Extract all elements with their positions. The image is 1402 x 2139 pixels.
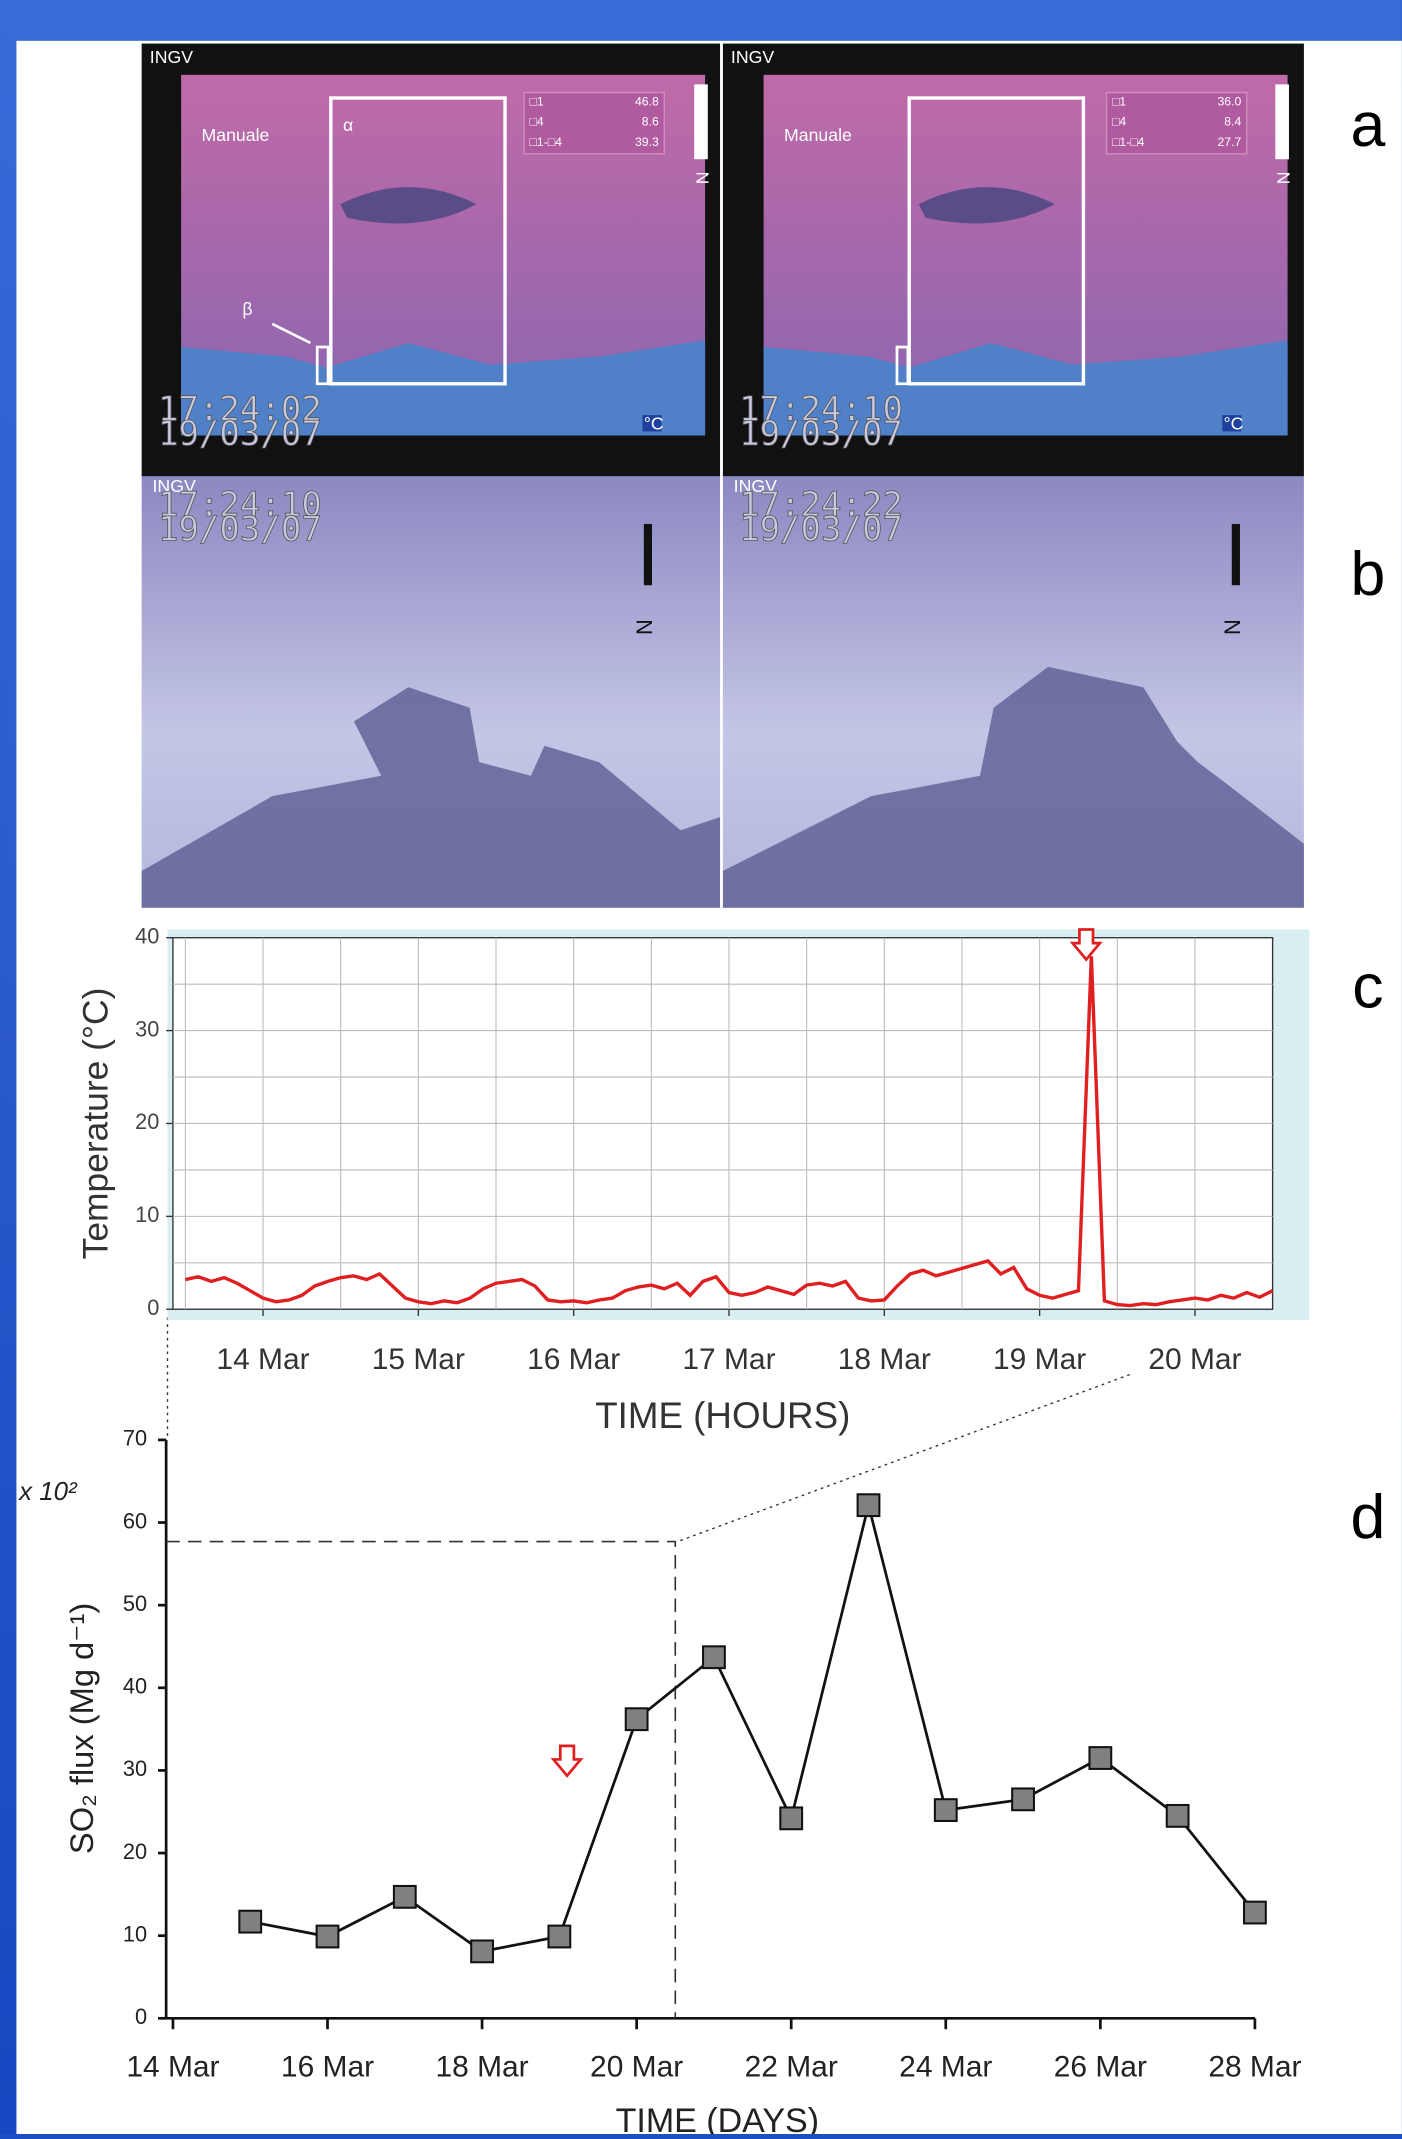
marker	[933, 1798, 958, 1822]
marker	[856, 1493, 881, 1518]
y-tick-label: 30	[135, 1016, 159, 1041]
y-tick-label: 0	[147, 1295, 159, 1320]
north: N	[1273, 171, 1293, 184]
visible-photo: INGV N 17:24:10 19/03/07	[141, 476, 722, 908]
mode: Manuale	[784, 125, 852, 145]
marker	[392, 1884, 417, 1909]
x-tick-label: 20 Mar	[590, 2051, 683, 2084]
panel-label: b	[1350, 539, 1385, 609]
y-tick-label: 0	[135, 2004, 147, 2029]
marker	[1088, 1746, 1113, 1770]
readout-value: 8.4	[1224, 115, 1241, 129]
y-tick-label: 10	[135, 1202, 159, 1227]
unit: °C	[644, 413, 664, 433]
mode: Manuale	[202, 125, 270, 145]
readout-value: 46.8	[635, 94, 659, 108]
unit: °C	[1224, 413, 1244, 433]
x-axis-label: TIME (DAYS)	[616, 2102, 819, 2134]
readout-value: 27.7	[1217, 135, 1241, 149]
x-tick-label: 16 Mar	[527, 1343, 620, 1376]
roi-label: β	[242, 299, 252, 319]
north: N	[1220, 619, 1245, 635]
x-tick-label: 20 Mar	[1148, 1343, 1241, 1376]
y-tick-label: 20	[135, 1109, 159, 1134]
readout-label: □4	[1112, 115, 1126, 129]
readout-label: □1	[530, 94, 544, 108]
time: 17:24:10	[158, 485, 322, 525]
y-multiplier: x 10²	[17, 1478, 78, 1506]
time: 17:24:22	[739, 485, 903, 525]
arrow	[550, 1744, 584, 1778]
date: 19/03/07	[158, 509, 322, 549]
temperature-line	[185, 956, 1274, 1308]
marker	[779, 1806, 804, 1831]
marker	[1011, 1787, 1035, 1812]
marker	[470, 1939, 494, 1964]
x-tick-label: 15 Mar	[372, 1343, 465, 1376]
x-tick-label: 16 Mar	[281, 2051, 374, 2084]
marker	[1243, 1900, 1267, 1925]
date: 19/03/07	[158, 414, 322, 454]
connector	[676, 1373, 1130, 1543]
north: N	[692, 171, 712, 184]
date: 19/03/07	[739, 414, 903, 454]
logo: INGV	[150, 47, 193, 67]
readout-label: □1	[1112, 94, 1126, 108]
x-tick-label: 19 Mar	[993, 1343, 1086, 1376]
x-tick-label: 22 Mar	[745, 2051, 838, 2084]
marker	[547, 1924, 572, 1949]
readout-value: 39.3	[635, 135, 659, 149]
x-tick-label: 17 Mar	[682, 1343, 775, 1376]
ir-photo: INGV Manuale α β □1 46.8 □4 8.6 □1-□4 39…	[141, 43, 722, 477]
marker	[315, 1924, 340, 1949]
y-tick-label: 70	[123, 1426, 147, 1451]
panel-label: a	[1350, 90, 1385, 160]
date: 19/03/07	[739, 509, 903, 549]
marker	[624, 1707, 649, 1732]
y-tick-label: 50	[123, 1591, 147, 1616]
readout-value: 36.0	[1217, 94, 1241, 108]
x-tick-label: 24 Mar	[899, 2051, 992, 2084]
readout-label: □4	[530, 115, 544, 129]
marker	[702, 1645, 726, 1670]
north: N	[632, 619, 657, 635]
roi-label: α	[343, 115, 353, 135]
logo: INGV	[731, 47, 774, 67]
time: 17:24:02	[158, 390, 322, 430]
x-tick-label: 28 Mar	[1208, 2051, 1301, 2084]
panel-label: d	[1350, 1482, 1385, 1552]
time: 17:24:10	[739, 390, 903, 430]
y-axis-label: Temperature (°C)	[76, 988, 115, 1260]
arrow	[1069, 928, 1103, 962]
ir-photo: INGV Manuale □1 36.0 □4 8.4 □1-□4 27.7 N…	[722, 43, 1304, 477]
readout-label: □1-□4	[1112, 135, 1145, 149]
panel-label: c	[1352, 951, 1383, 1021]
x-tick-label: 18 Mar	[435, 2051, 528, 2084]
reference-line	[166, 1540, 677, 2019]
y-tick-label: 60	[123, 1508, 147, 1533]
logo: INGV	[153, 476, 196, 496]
marker	[238, 1909, 263, 1934]
marker	[1165, 1803, 1190, 1828]
readout-value: 8.6	[642, 115, 659, 129]
visible-photo: INGV N 17:24:22 19/03/07	[722, 476, 1304, 908]
x-tick-label: 14 Mar	[216, 1343, 309, 1376]
x-tick-label: 26 Mar	[1054, 2051, 1147, 2084]
readout-label: □1-□4	[530, 135, 563, 149]
y-tick-label: 20	[123, 1839, 147, 1864]
y-tick-label: 30	[123, 1756, 147, 1781]
y-tick-label: 40	[123, 1674, 147, 1699]
x-tick-label: 14 Mar	[126, 2051, 219, 2084]
flux-line	[249, 1504, 1256, 1953]
y-tick-label: 40	[135, 923, 159, 948]
x-tick-label: 18 Mar	[838, 1343, 931, 1376]
x-axis-label: TIME (HOURS)	[595, 1395, 850, 1436]
y-axis-label: SO₂ flux (Mg d⁻¹)	[63, 1603, 100, 1854]
logo: INGV	[734, 476, 777, 496]
y-tick-label: 10	[123, 1921, 147, 1946]
